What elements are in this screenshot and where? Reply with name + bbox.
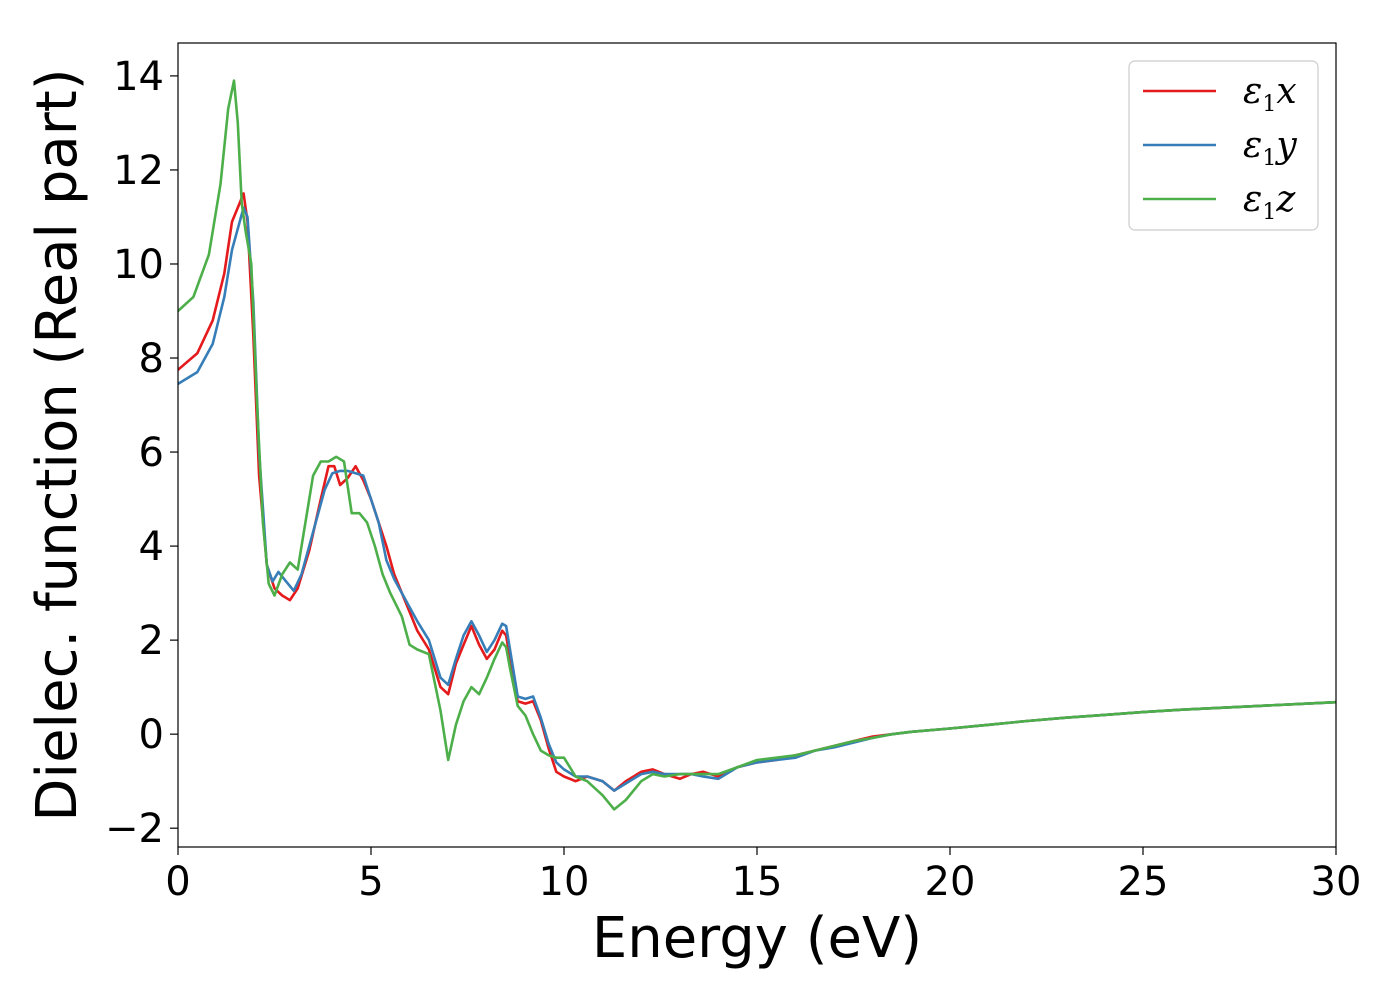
series-line-x bbox=[178, 192, 1336, 792]
legend-label-z: ε1z bbox=[1243, 179, 1296, 225]
legend-label-x: ε1x bbox=[1243, 71, 1297, 117]
x-tick-label: 5 bbox=[358, 859, 383, 905]
y-tick-label: −2 bbox=[105, 806, 164, 852]
series-line-y bbox=[178, 206, 1336, 792]
y-tick-label: 6 bbox=[139, 430, 164, 476]
legend-frame bbox=[1128, 60, 1319, 231]
y-tick-label: 12 bbox=[113, 148, 164, 194]
x-tick-label: 30 bbox=[1311, 859, 1362, 905]
x-tick-label: 15 bbox=[732, 859, 783, 905]
x-tick-label: 20 bbox=[925, 859, 976, 905]
x-axis-label: Energy (eV) bbox=[592, 906, 922, 971]
x-tick-label: 10 bbox=[539, 859, 590, 905]
y-tick-label: 8 bbox=[139, 336, 164, 382]
series-line-z bbox=[178, 79, 1336, 811]
y-tick-label: 2 bbox=[139, 618, 164, 664]
y-axis-label: Dielec. function (Real part) bbox=[25, 68, 90, 821]
legend-label-y: ε1y bbox=[1243, 125, 1297, 171]
y-tick-label: 4 bbox=[139, 524, 164, 570]
y-tick-label: 10 bbox=[113, 242, 164, 288]
y-tick-label: 14 bbox=[113, 54, 164, 100]
y-tick-label: 0 bbox=[139, 712, 164, 758]
x-tick-label: 0 bbox=[165, 859, 190, 905]
x-tick-label: 25 bbox=[1118, 859, 1169, 905]
legend: ε1x ε1y ε1z bbox=[1128, 60, 1319, 231]
x-axis: 0 5 10 15 20 25 30 bbox=[165, 847, 1361, 905]
series-layer bbox=[178, 79, 1336, 811]
y-axis: −2 0 2 4 6 8 10 12 14 bbox=[105, 54, 178, 852]
